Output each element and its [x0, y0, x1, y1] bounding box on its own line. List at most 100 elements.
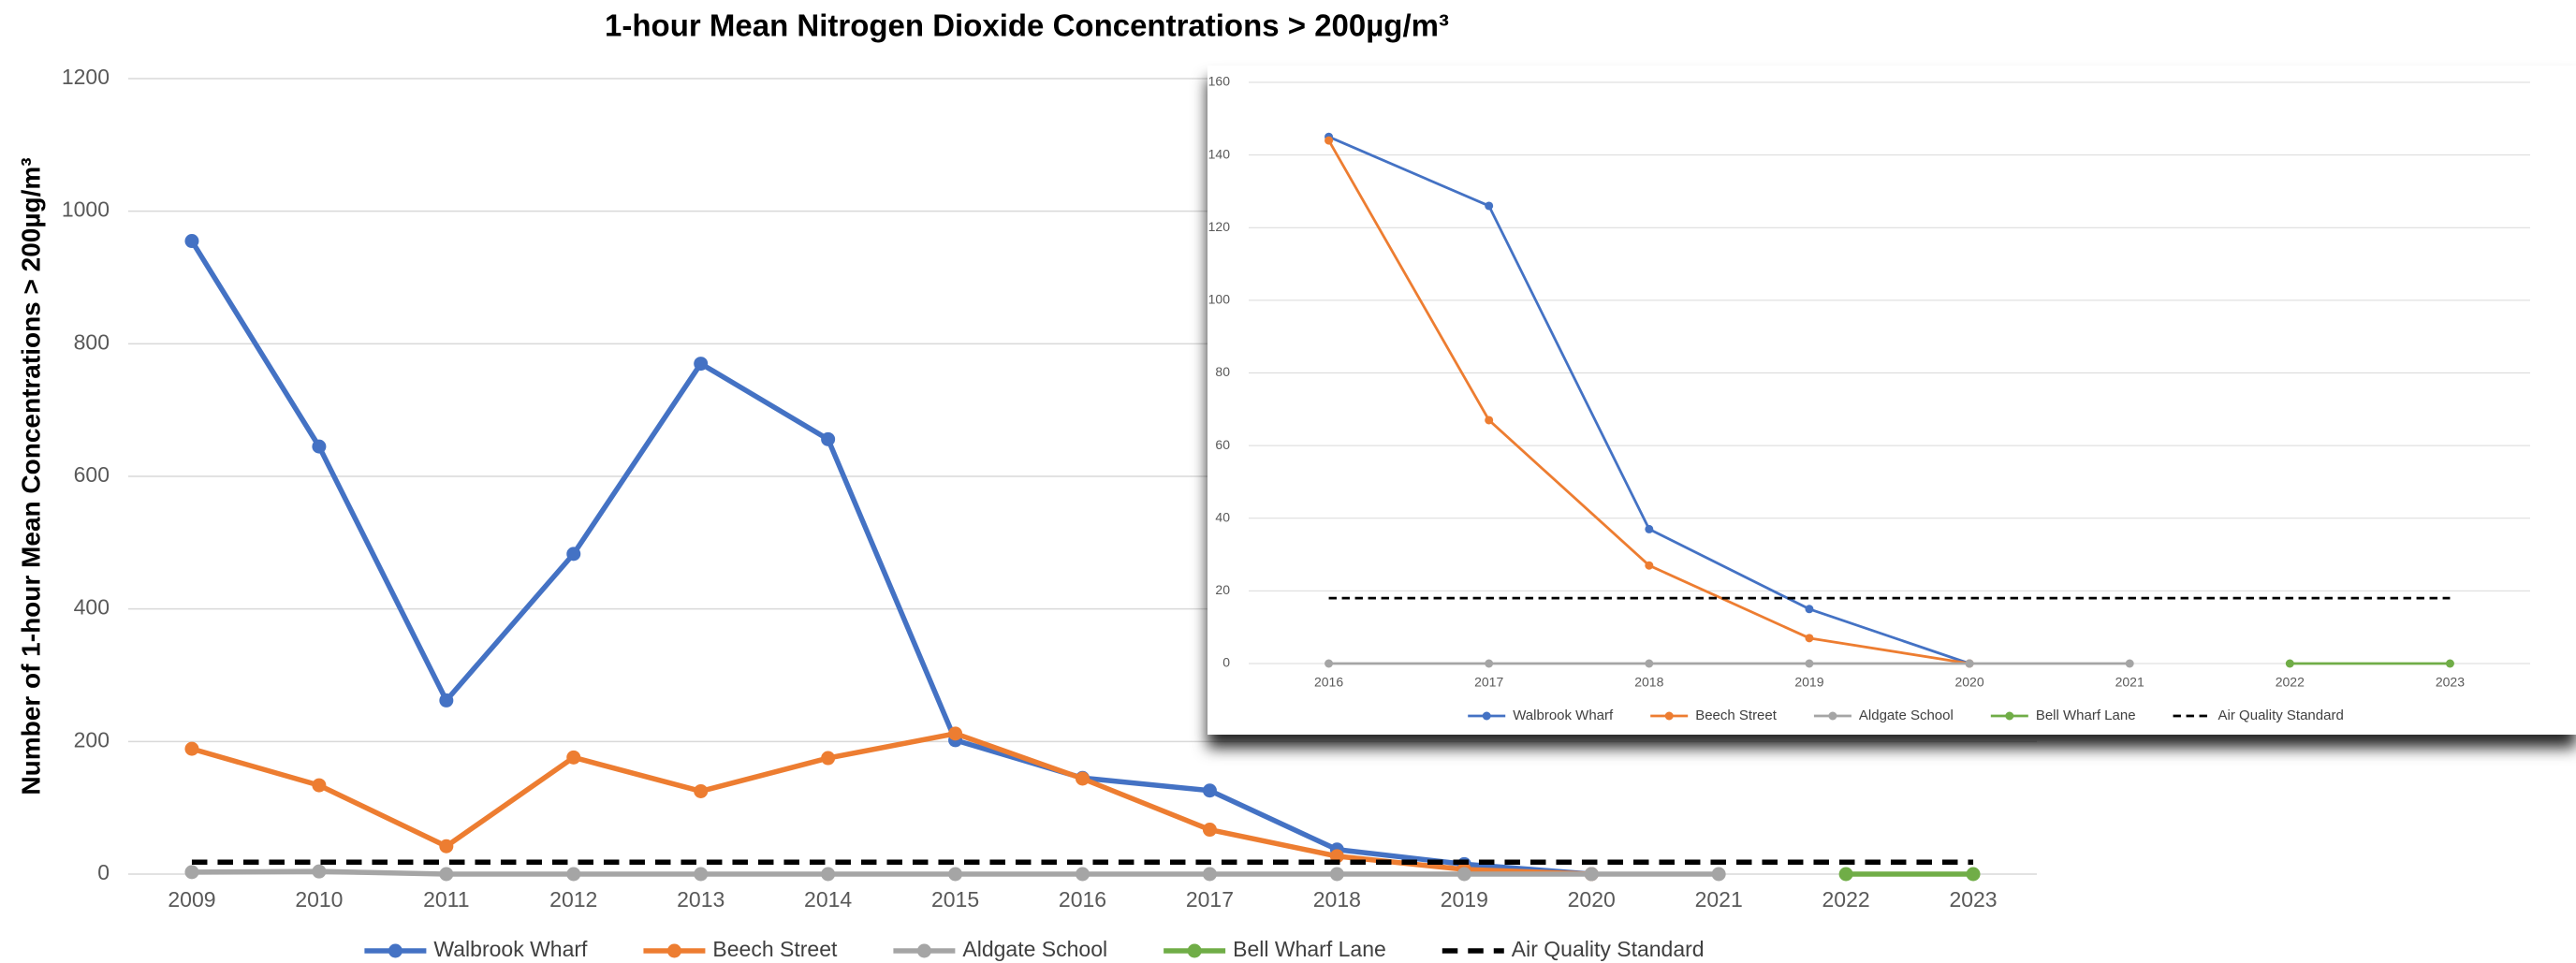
x-tick-label: 2021: [1695, 887, 1743, 912]
x-tick-label: 2022: [2276, 675, 2305, 690]
y-tick-label: 100: [1208, 292, 1231, 307]
legend-marker: [1828, 711, 1837, 721]
x-tick-label: 2012: [549, 887, 597, 912]
data-point: [312, 439, 327, 454]
y-tick-label: 0: [1222, 655, 1230, 670]
data-point: [1584, 867, 1599, 882]
data-point: [1076, 771, 1090, 786]
x-tick-label: 2015: [931, 887, 979, 912]
legend-item: Aldgate School: [893, 937, 1107, 961]
legend-label: Bell Wharf Lane: [1233, 937, 1386, 961]
legend-item: Bell Wharf Lane: [1990, 708, 2136, 723]
legend-label: Walbrook Wharf: [1513, 708, 1614, 723]
data-point: [1485, 201, 1494, 211]
y-tick-label: 120: [1208, 219, 1231, 234]
data-point: [439, 693, 454, 708]
legend: Walbrook Wharf Beech Street Aldgate School…: [1468, 708, 2344, 723]
y-tick-label: 80: [1215, 364, 1230, 379]
data-point: [1202, 823, 1217, 838]
data-point: [312, 778, 327, 793]
legend-item: Bell Wharf Lane: [1164, 937, 1386, 961]
data-point: [1485, 416, 1494, 425]
series-line: [189, 240, 1592, 877]
legend-label: Air Quality Standard: [2218, 708, 2344, 723]
legend-item: Walbrook Wharf: [364, 937, 588, 961]
y-tick-label: 400: [74, 595, 110, 620]
legend-label: Bell Wharf Lane: [2036, 708, 2136, 723]
data-point: [2445, 659, 2454, 668]
data-point: [439, 867, 454, 882]
legend-marker: [2005, 711, 2014, 721]
x-tick-label: 2013: [677, 887, 724, 912]
series-line: [191, 731, 1592, 877]
data-point: [184, 741, 199, 756]
x-tick-label: 2018: [1313, 887, 1361, 912]
x-tick-label: 2020: [1568, 887, 1616, 912]
y-tick-label: 60: [1215, 437, 1230, 452]
inset-frame: [1208, 66, 2576, 735]
chart-title: 1-hour Mean Nitrogen Dioxide Concentrati…: [605, 8, 1449, 43]
data-point: [948, 726, 963, 741]
x-tick-label: 2023: [1949, 887, 1997, 912]
x-tick-label: 2023: [2436, 675, 2465, 690]
data-point: [1966, 867, 1981, 882]
data-point: [184, 234, 199, 249]
data-point: [694, 867, 709, 882]
y-tick-label: 600: [74, 462, 110, 487]
data-point: [439, 839, 454, 854]
x-tick-label: 2014: [804, 887, 852, 912]
data-point: [1645, 659, 1654, 668]
data-point: [821, 431, 836, 446]
data-point: [184, 865, 199, 880]
legend-item: Walbrook Wharf: [1468, 708, 1614, 723]
legend-label: Aldgate School: [1859, 708, 1954, 723]
data-point: [1325, 659, 1334, 668]
data-point: [1805, 605, 1814, 614]
y-axis-title: Number of 1-hour Mean Concentrations > 2…: [16, 157, 45, 795]
x-tick-label: 2019: [1794, 675, 1823, 690]
legend-marker: [1664, 711, 1674, 721]
data-point: [2125, 659, 2134, 668]
y-tick-label: 140: [1208, 146, 1231, 161]
legend-label: Beech Street: [712, 937, 838, 961]
y-tick-label: 20: [1215, 582, 1230, 597]
data-point: [566, 547, 581, 562]
legend-marker: [1482, 711, 1491, 721]
y-tick-label: 160: [1208, 74, 1231, 89]
data-point: [312, 864, 327, 879]
data-point: [1645, 561, 1654, 570]
data-point: [1456, 867, 1471, 882]
x-tick-label: 2016: [1059, 887, 1106, 912]
y-tick-label: 1200: [62, 65, 110, 89]
x-tick-label: 2011: [423, 887, 469, 912]
x-tick-label: 2017: [1186, 887, 1234, 912]
data-point: [1805, 634, 1814, 643]
y-tick-label: 40: [1215, 509, 1230, 524]
data-point: [566, 867, 581, 882]
data-point: [821, 867, 836, 882]
legend-marker: [666, 943, 681, 958]
data-point: [948, 867, 963, 882]
data-point: [694, 783, 709, 798]
data-point: [2285, 659, 2294, 668]
x-tick-label: 2019: [1441, 887, 1488, 912]
y-tick-label: 200: [74, 727, 110, 751]
legend-item: Aldgate School: [1813, 708, 1954, 723]
legend-label: Aldgate School: [962, 937, 1107, 961]
data-point: [694, 357, 709, 372]
data-point: [1711, 867, 1726, 882]
data-point: [1838, 867, 1853, 882]
y-tick-label: 800: [74, 329, 110, 354]
legend-marker: [1187, 943, 1202, 958]
x-tick-label: 2009: [168, 887, 215, 912]
data-point: [1076, 867, 1090, 882]
legend-marker: [916, 943, 931, 958]
data-point: [1965, 659, 1974, 668]
x-tick-label: 2010: [295, 887, 343, 912]
legend-marker: [388, 943, 402, 958]
x-tick-label: 2021: [2115, 675, 2144, 690]
data-point: [1202, 783, 1217, 798]
